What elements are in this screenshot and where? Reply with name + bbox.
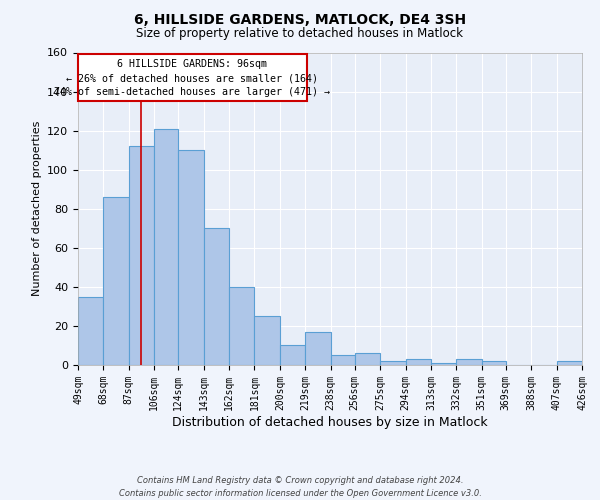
Bar (457, 359, 482, 365)
Text: Size of property relative to detached houses in Matlock: Size of property relative to detached ho… (137, 28, 464, 40)
Text: 74% of semi-detached houses are larger (471) →: 74% of semi-detached houses are larger (… (55, 86, 331, 97)
Bar (78, 54, 307, 102)
Bar (280, 346, 305, 365)
Bar (178, 150, 203, 365)
Text: ← 26% of detached houses are smaller (164): ← 26% of detached houses are smaller (16… (67, 73, 319, 83)
Bar (103, 197, 129, 365)
X-axis label: Distribution of detached houses by size in Matlock: Distribution of detached houses by size … (172, 416, 488, 428)
Bar (254, 316, 280, 365)
Text: 6 HILLSIDE GARDENS: 96sqm: 6 HILLSIDE GARDENS: 96sqm (118, 60, 268, 70)
Bar (154, 128, 178, 365)
Bar (431, 363, 457, 365)
Bar (355, 354, 380, 365)
Bar (229, 287, 254, 365)
Text: 6, HILLSIDE GARDENS, MATLOCK, DE4 3SH: 6, HILLSIDE GARDENS, MATLOCK, DE4 3SH (134, 12, 466, 26)
Bar (129, 146, 154, 365)
Y-axis label: Number of detached properties: Number of detached properties (32, 121, 41, 296)
Text: Contains HM Land Registry data © Crown copyright and database right 2024.
Contai: Contains HM Land Registry data © Crown c… (119, 476, 481, 498)
Bar (482, 361, 506, 365)
Bar (305, 332, 331, 365)
Bar (406, 359, 431, 365)
Bar (557, 361, 582, 365)
Bar (203, 228, 229, 365)
Bar (331, 355, 355, 365)
Bar (380, 361, 406, 365)
Bar (78, 296, 103, 365)
